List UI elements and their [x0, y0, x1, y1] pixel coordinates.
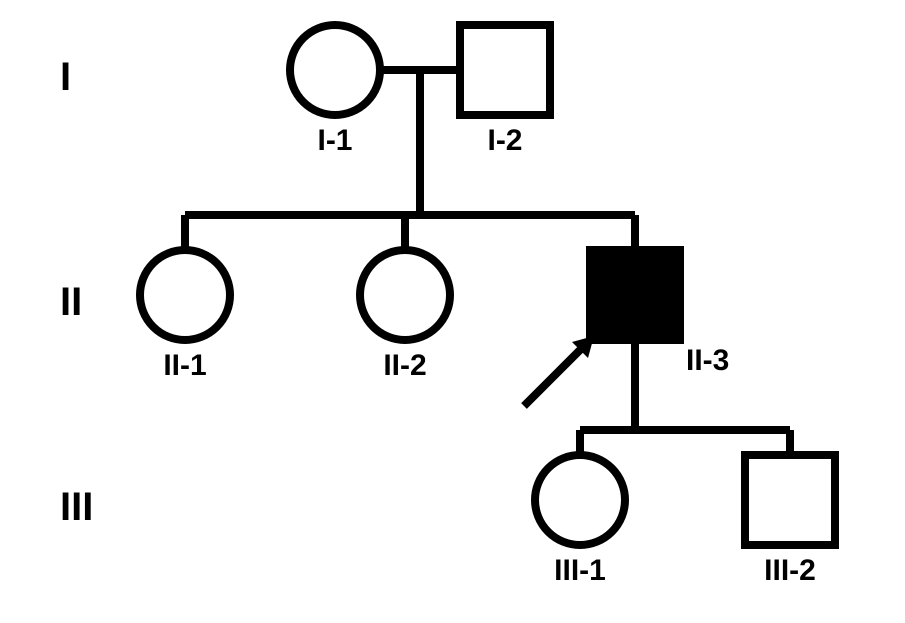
generation-label-1: I	[60, 55, 71, 100]
label-II-3: II-3	[686, 344, 729, 377]
generation-label-3: III	[60, 485, 93, 530]
individual-I-1	[290, 25, 380, 115]
pedigree-diagram: I-1 I-2 II-1 II-2 II-3 III-1 III-2	[0, 0, 905, 623]
label-I-2: I-2	[487, 124, 522, 157]
label-I-1: I-1	[317, 124, 352, 157]
individual-II-3	[590, 250, 680, 340]
label-III-2: III-2	[764, 554, 816, 587]
individual-II-1	[140, 250, 230, 340]
individual-I-2	[460, 25, 550, 115]
individual-III-2	[745, 455, 835, 545]
individual-III-1	[535, 455, 625, 545]
label-III-1: III-1	[554, 554, 606, 587]
generation-label-2: II	[60, 280, 82, 325]
label-II-2: II-2	[383, 349, 426, 382]
individual-II-2	[360, 250, 450, 340]
label-II-1: II-1	[163, 349, 206, 382]
